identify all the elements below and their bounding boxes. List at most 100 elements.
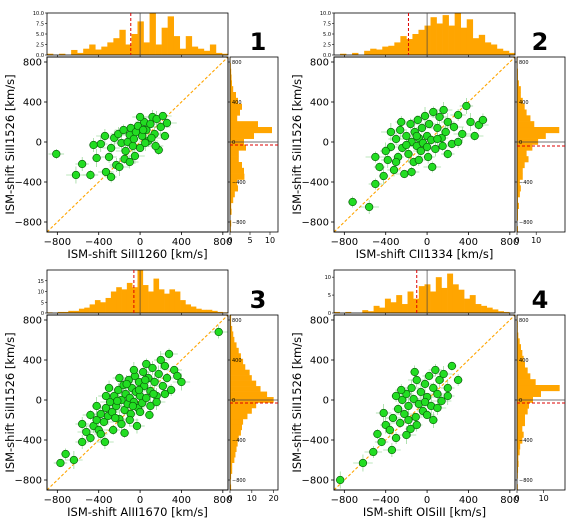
right-histogram: 0 10 −800 −400 0 400 800 bbox=[514, 56, 566, 245]
top-hist-bar bbox=[490, 44, 498, 55]
top-hist-bar bbox=[503, 311, 510, 313]
y-axis-label: ISM-shift SiII1526 [km/s] bbox=[3, 332, 17, 472]
top-hist-bar bbox=[452, 284, 459, 313]
right-hist-bar bbox=[517, 191, 520, 198]
right-hist-xtick-label: 10 bbox=[247, 494, 257, 503]
top-hist-bar bbox=[77, 52, 84, 55]
top-hist-ytick-label: 0.0 bbox=[36, 53, 44, 59]
right-hist-bar bbox=[230, 451, 236, 458]
y-tick-label: −800 bbox=[302, 218, 329, 229]
top-hist-bar bbox=[424, 25, 431, 55]
data-point bbox=[412, 131, 421, 141]
data-point bbox=[420, 397, 430, 407]
top-hist-ytick-label: 2.5 bbox=[323, 43, 331, 49]
data-point bbox=[478, 115, 488, 125]
top-hist-bar bbox=[370, 48, 377, 55]
data-point bbox=[449, 122, 459, 132]
data-point bbox=[414, 155, 423, 165]
right-hist-bar bbox=[517, 420, 525, 427]
x-tick-label: −800 bbox=[331, 495, 358, 506]
right-hist-bar bbox=[230, 86, 234, 93]
data-point bbox=[385, 425, 395, 435]
scatter-plot: −800 −400 0 400 800 −800 −400 0 400 800 ISM-shift … bbox=[290, 314, 519, 519]
right-hist-bar bbox=[517, 208, 518, 215]
right-hist-xtick-label: 10 bbox=[265, 236, 275, 245]
data-point bbox=[420, 379, 430, 389]
top-hist-bar bbox=[185, 36, 193, 55]
data-point bbox=[453, 375, 463, 385]
data-point bbox=[397, 117, 406, 127]
data-point bbox=[398, 395, 407, 405]
top-hist-ytick-label: 0 bbox=[328, 311, 331, 317]
data-point bbox=[177, 377, 186, 387]
top-hist-bar bbox=[340, 53, 347, 55]
right-hist-bar bbox=[517, 414, 525, 421]
right-hist-xtick-label: 5 bbox=[247, 236, 252, 245]
data-point bbox=[383, 155, 392, 165]
right-hist-bar bbox=[517, 472, 518, 479]
y-tick-label: 800 bbox=[310, 58, 329, 69]
data-point bbox=[114, 385, 123, 395]
top-hist-bar bbox=[107, 42, 114, 55]
top-hist-bar bbox=[412, 34, 419, 55]
right-hist-ytick-label: 800 bbox=[232, 318, 242, 324]
top-hist-bar bbox=[116, 287, 122, 313]
data-point bbox=[396, 125, 405, 135]
x-tick-label: 400 bbox=[459, 495, 478, 506]
data-point bbox=[96, 429, 105, 439]
data-point bbox=[69, 455, 79, 465]
y-tick-label: 800 bbox=[23, 316, 42, 327]
right-hist-bar bbox=[517, 80, 519, 87]
right-hist-bar bbox=[517, 86, 521, 93]
top-hist-bar bbox=[89, 304, 96, 313]
top-hist-bar bbox=[435, 277, 442, 313]
top-hist-bar bbox=[131, 34, 138, 55]
right-hist-bar bbox=[230, 121, 258, 128]
x-axis-label: ISM-shift SiII1260 [km/s] bbox=[67, 247, 207, 261]
x-tick-label: 400 bbox=[172, 237, 191, 248]
top-hist-ytick-label: 15 bbox=[38, 279, 44, 285]
data-point bbox=[71, 170, 81, 180]
data-point bbox=[406, 119, 415, 129]
right-hist-xtick-label: 0 bbox=[227, 494, 232, 503]
top-hist-bar bbox=[379, 307, 386, 313]
top-hist-bar bbox=[62, 311, 69, 313]
right-hist-ytick-label: 0 bbox=[519, 140, 522, 146]
right-hist-bar bbox=[230, 103, 242, 110]
data-point bbox=[441, 127, 450, 137]
right-hist-bar bbox=[517, 344, 521, 351]
data-point bbox=[96, 139, 105, 149]
x-tick-label: 0 bbox=[424, 237, 430, 248]
top-hist-bar bbox=[89, 44, 96, 55]
data-point bbox=[404, 415, 413, 425]
y-tick-label: 400 bbox=[23, 98, 42, 109]
data-point bbox=[389, 165, 399, 175]
data-point bbox=[128, 141, 137, 151]
data-point bbox=[429, 107, 438, 117]
right-hist-ytick-label: 800 bbox=[232, 60, 242, 66]
data-point bbox=[173, 371, 182, 381]
top-hist-bar bbox=[352, 52, 359, 55]
data-point bbox=[135, 112, 145, 122]
x-tick-label: 800 bbox=[213, 495, 232, 506]
right-hist-bar bbox=[517, 350, 523, 357]
right-hist-ytick-label: −400 bbox=[232, 438, 246, 444]
panel-1: 0.02.55.07.510.0−800−40004008000510−800−… bbox=[3, 11, 279, 261]
top-hist-bar bbox=[185, 304, 192, 313]
data-point bbox=[397, 385, 406, 395]
top-hist-bar bbox=[78, 308, 85, 313]
data-point bbox=[404, 149, 413, 159]
data-point bbox=[466, 117, 475, 127]
top-hist-bar bbox=[132, 287, 138, 313]
right-hist-bar bbox=[230, 162, 242, 169]
data-point bbox=[96, 409, 105, 419]
top-hist-bar bbox=[173, 36, 181, 55]
data-point bbox=[420, 111, 430, 121]
right-hist-bar bbox=[230, 115, 238, 122]
data-point bbox=[447, 361, 457, 371]
data-point bbox=[402, 131, 411, 141]
top-hist-bar bbox=[373, 305, 380, 313]
top-hist-bar bbox=[502, 50, 510, 55]
right-hist-bar bbox=[517, 179, 520, 186]
